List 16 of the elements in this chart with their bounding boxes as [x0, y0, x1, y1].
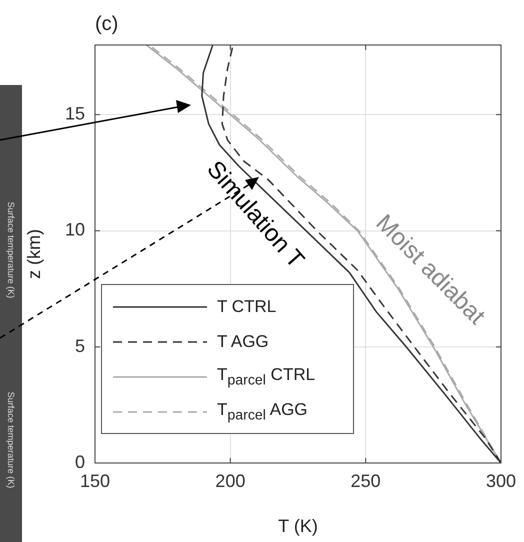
y-tick-label: 0 [74, 452, 85, 472]
x-tick-label: 250 [350, 470, 381, 491]
y-tick-label: 10 [64, 220, 85, 240]
x-axis-title: T (K) [278, 516, 318, 536]
text: T$_{parcel}$ AGG [217, 400, 308, 424]
text: T$_{parcel}$ CTRL [217, 364, 316, 388]
y-tick-label: 5 [74, 336, 85, 356]
x-tick-label: 200 [215, 470, 246, 491]
text: T CTRL [217, 296, 276, 316]
x-tick-label: 300 [486, 470, 516, 491]
chart-title: (c) [95, 13, 118, 35]
y-axis-title: z (km) [24, 229, 44, 279]
text: T AGG [217, 332, 269, 350]
y-tick-label: 15 [64, 104, 85, 124]
dark-side-panel: Surface temperature (K) Surface temperature (K) [0, 85, 22, 542]
x-tick-label: 150 [80, 470, 110, 491]
